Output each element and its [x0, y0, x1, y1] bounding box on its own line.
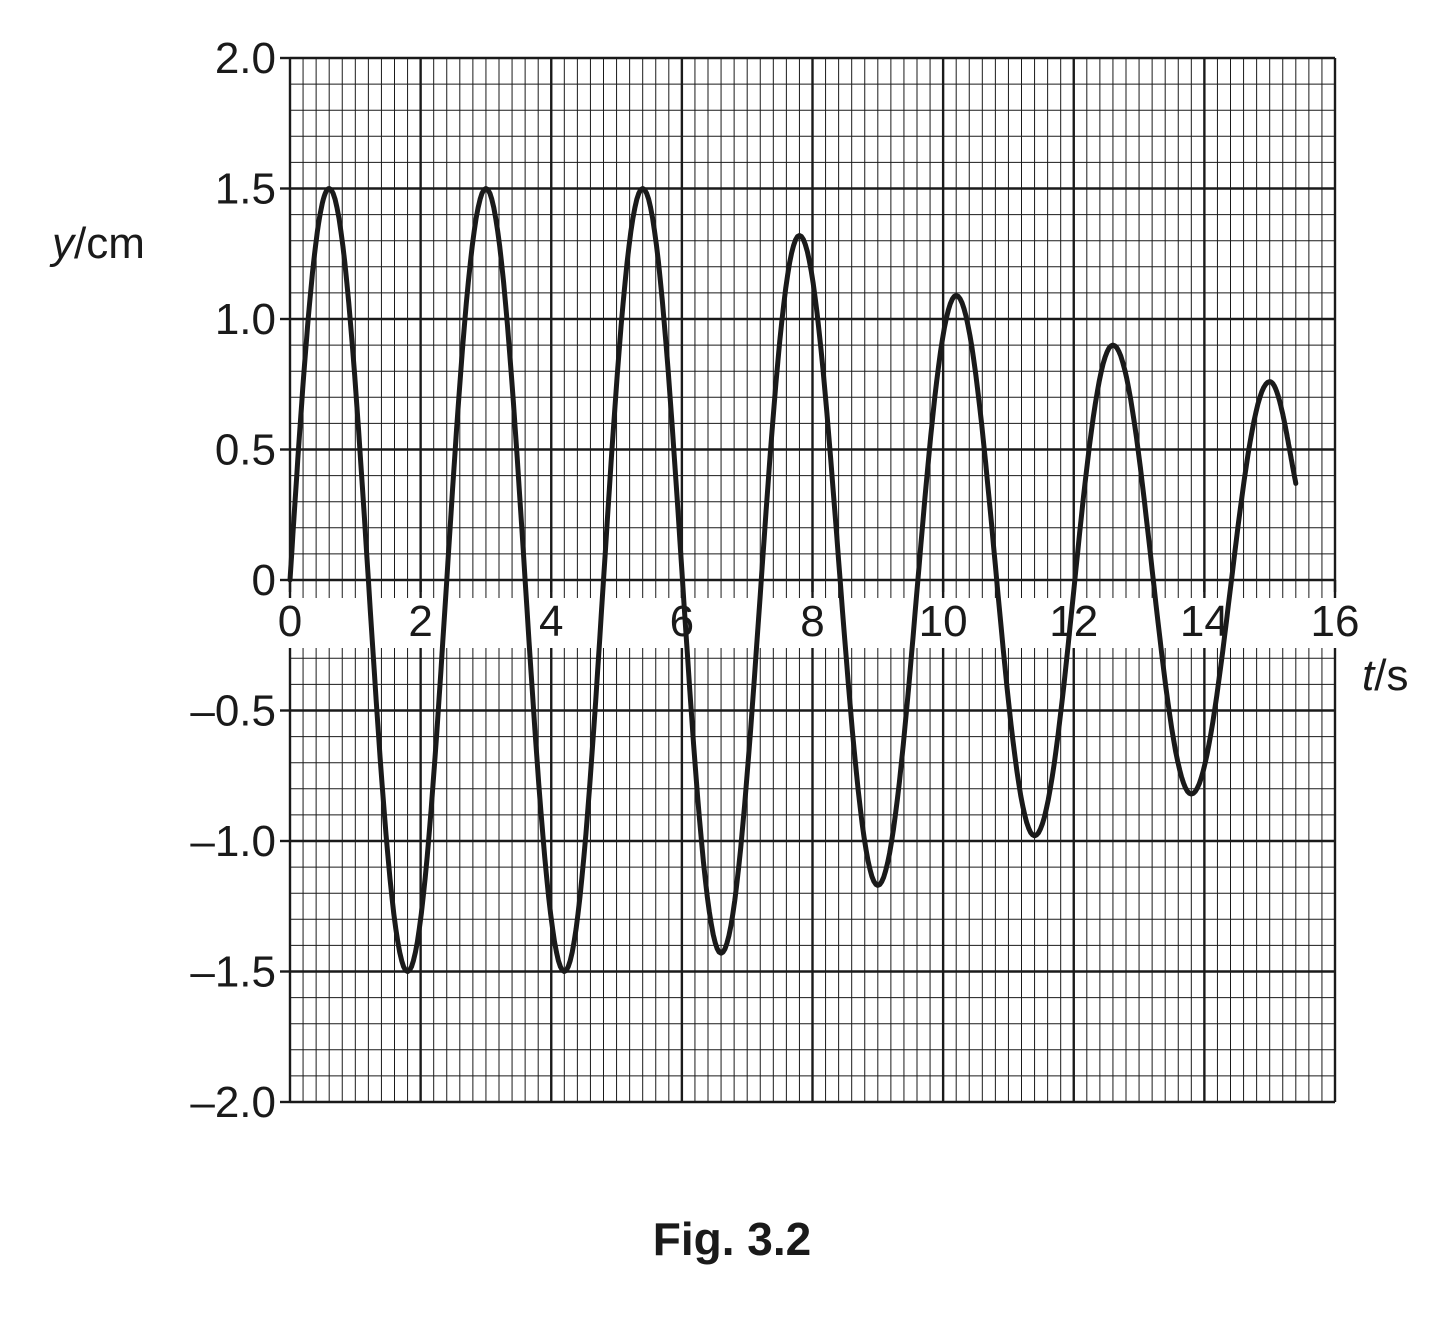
y-tick-label: –1.5	[190, 948, 276, 997]
y-tick-label: 1.0	[215, 295, 276, 344]
y-axis-variable: y	[49, 219, 77, 268]
x-tick-label: 8	[800, 597, 824, 646]
y-tick-label: 1.5	[215, 165, 276, 214]
y-tick-labels: 2.0 1.5 1.0 0.5 0 –0.5 –1.0 –1.5 –2.0	[190, 34, 276, 1127]
x-tick-label: 2	[408, 597, 432, 646]
x-tick-labels: 0 2 4 6 8 10 12 14 16	[278, 597, 1360, 646]
y-tick-label: 0.5	[215, 426, 276, 475]
x-tick-label: 14	[1180, 597, 1229, 646]
x-axis-unit: s	[1386, 651, 1408, 700]
y-tick-label: 0	[252, 556, 276, 605]
y-axis-label: y/cm	[49, 219, 145, 268]
y-tick-label: –0.5	[190, 687, 276, 736]
x-axis-label: t/s	[1362, 651, 1408, 700]
y-tick-label: –2.0	[190, 1078, 276, 1127]
x-axis-variable: t	[1362, 651, 1376, 700]
y-axis-separator: /	[74, 219, 87, 268]
x-axis-separator: /	[1374, 651, 1387, 700]
x-tick-label: 10	[919, 597, 968, 646]
oscillation-curve	[287, 186, 1299, 974]
x-tick-label: 16	[1311, 597, 1360, 646]
figure-caption: Fig. 3.2	[652, 1213, 812, 1265]
x-tick-label-background	[268, 598, 1368, 648]
y-axis-unit: cm	[86, 219, 145, 268]
x-tick-label: 0	[278, 597, 302, 646]
x-tick-label: 4	[539, 597, 563, 646]
y-tick-label: –1.0	[190, 817, 276, 866]
y-tick-label: 2.0	[215, 34, 276, 83]
